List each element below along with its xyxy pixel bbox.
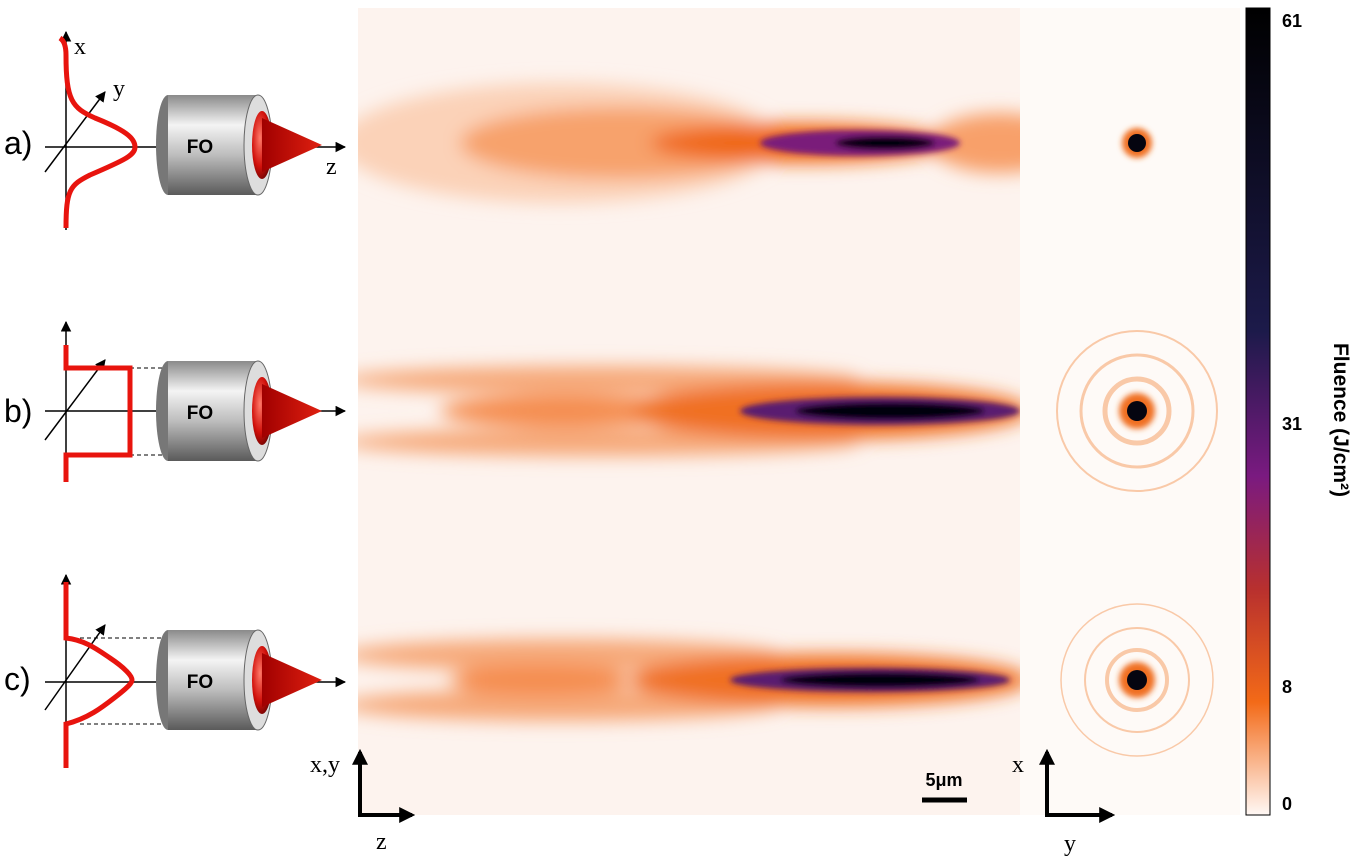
colorbar: 61 31 8 0 Fluence (J/cm²)	[1245, 7, 1352, 816]
objective-label: FO	[187, 672, 213, 693]
panel-label: a)	[4, 125, 32, 161]
fluence-map	[358, 8, 1020, 815]
scale-bar-label: 5μm	[925, 770, 962, 790]
panel-label: c)	[4, 661, 31, 697]
spot-images	[1020, 8, 1240, 815]
colorbar-title: Fluence (J/cm²)	[1329, 343, 1352, 497]
colorbar-tick: 0	[1282, 794, 1292, 814]
axis-label: x	[1012, 752, 1024, 778]
panel-b-diagram: FO b)	[4, 320, 347, 482]
axis-label: y	[1064, 831, 1076, 857]
colorbar-tick: 8	[1282, 677, 1292, 697]
axis-label: x	[74, 34, 86, 60]
panel-c-diagram: FO c)	[4, 573, 347, 768]
axis-label: z	[376, 829, 387, 855]
panel-a-diagram: FO a) x y z	[4, 30, 347, 230]
colorbar-tick: 31	[1282, 414, 1302, 434]
axis-label: x,y	[310, 752, 340, 778]
bottom-axes: x,y z 5μm x y	[310, 748, 1116, 857]
axis-label: y	[113, 76, 125, 102]
colorbar-tick: 61	[1282, 11, 1302, 31]
objective-label: FO	[187, 403, 213, 424]
axis-label: z	[326, 154, 337, 180]
objective-label: FO	[187, 137, 213, 158]
panel-label: b)	[4, 393, 32, 429]
